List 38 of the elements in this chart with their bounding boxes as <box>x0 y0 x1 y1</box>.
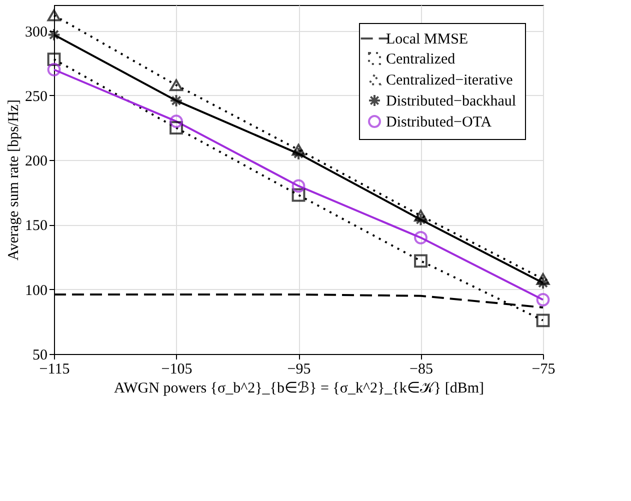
y-tick-label: 250 <box>25 88 48 105</box>
point <box>170 79 183 92</box>
point <box>292 146 306 160</box>
point <box>536 314 550 328</box>
x-axis-title: AWGN powers {σ_b^2}_{b∈ℬ} = {σ_k^2}_{k∈𝒦} [dBm] <box>114 380 484 396</box>
point <box>414 210 428 222</box>
x-tick-label: −105 <box>161 362 192 378</box>
legend-label: Distributed−OTA <box>386 114 492 130</box>
point <box>47 62 61 76</box>
point <box>536 273 550 285</box>
point <box>414 212 428 226</box>
point <box>170 94 183 108</box>
legend-label: Local MMSE <box>386 32 468 48</box>
point <box>47 9 61 22</box>
point <box>170 121 183 134</box>
legend-label: Centralized <box>386 52 456 68</box>
x-tick-label: −85 <box>410 362 433 378</box>
legend-label: Distributed−backhaul <box>386 94 516 110</box>
point <box>292 179 306 193</box>
y-tick-label: 300 <box>25 24 48 40</box>
x-tick-label: −75 <box>532 362 556 378</box>
y-tick-label: 100 <box>25 282 48 299</box>
point <box>170 114 183 128</box>
point <box>414 254 428 268</box>
point <box>536 276 550 290</box>
point <box>292 188 306 202</box>
point <box>536 293 550 306</box>
y-tick-label: 200 <box>25 154 48 170</box>
point <box>292 144 306 156</box>
x-tick-label: −95 <box>287 362 311 378</box>
y-tick-label: 50 <box>32 348 48 364</box>
y-axis-title: Average sum rate [bps/Hz] <box>6 100 22 260</box>
point <box>47 52 61 66</box>
y-tick-label: 150 <box>25 218 48 234</box>
point <box>47 28 61 42</box>
x-tick-label: −115 <box>39 362 70 378</box>
point <box>414 230 428 244</box>
legend-label: Centralized−iterative <box>386 72 514 88</box>
